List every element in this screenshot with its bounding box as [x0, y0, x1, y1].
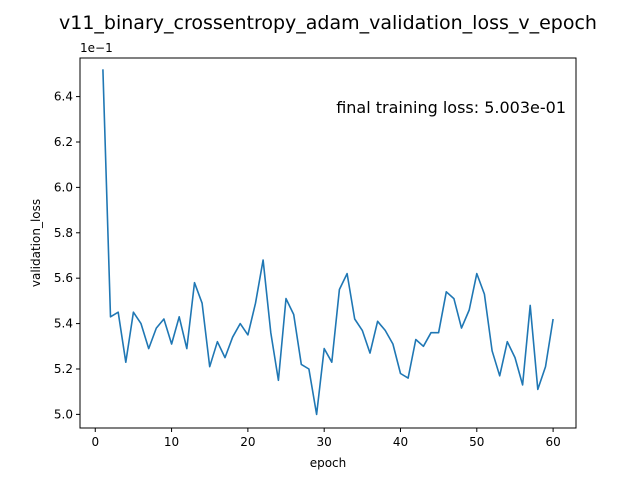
plot-frame [79, 57, 577, 429]
y-offset-label: 1e−1 [80, 41, 113, 55]
series-group [102, 69, 554, 416]
axis-ticks: 0 10 20 30 40 50 60 5.0 5.2 5.4 5.6 5.8 6.0 6.2 6.4 [54, 90, 561, 449]
y-axis-label: validation_loss [29, 199, 43, 287]
chart-title: v11_binary_crossentropy_adam_validation_… [59, 12, 597, 34]
validation-loss-line [102, 69, 554, 416]
x-tick-label: 10 [164, 435, 179, 449]
x-axis-label: epoch [310, 456, 347, 470]
y-tick-label: 5.2 [54, 362, 73, 376]
x-tick-label: 0 [91, 435, 99, 449]
x-tick-label: 30 [317, 435, 332, 449]
x-tick-label: 60 [545, 435, 560, 449]
y-tick-label: 6.2 [54, 135, 73, 149]
y-tick-label: 5.8 [54, 226, 73, 240]
y-tick-label: 6.0 [54, 180, 73, 194]
y-tick-label: 6.4 [54, 90, 73, 104]
final-training-loss-annotation: final training loss: 5.003e-01 [336, 98, 566, 117]
x-tick-label: 20 [240, 435, 255, 449]
y-tick-label: 5.0 [54, 407, 73, 421]
y-tick-label: 5.4 [54, 317, 73, 331]
y-tick-label: 5.6 [54, 271, 73, 285]
x-tick-label: 50 [469, 435, 484, 449]
x-tick-label: 40 [393, 435, 408, 449]
